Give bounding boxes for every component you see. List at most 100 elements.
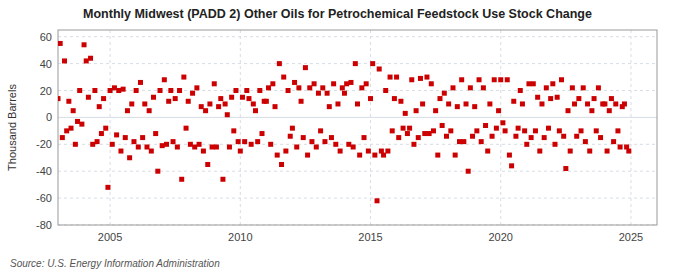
point	[84, 58, 89, 63]
point	[346, 142, 351, 147]
point	[331, 81, 336, 86]
point	[427, 131, 432, 136]
point	[592, 96, 597, 101]
point	[114, 132, 119, 137]
background	[0, 0, 675, 275]
point	[613, 101, 618, 106]
point	[611, 139, 616, 144]
point	[461, 139, 466, 144]
point	[344, 81, 349, 86]
point	[598, 135, 603, 140]
point	[487, 101, 492, 106]
point	[615, 128, 620, 133]
point	[60, 135, 65, 140]
point	[66, 99, 71, 104]
point	[325, 91, 330, 96]
point	[242, 139, 247, 144]
point	[492, 77, 497, 82]
point	[210, 145, 215, 150]
point	[585, 101, 590, 106]
point	[437, 96, 442, 101]
point	[396, 135, 401, 140]
point	[305, 153, 310, 158]
point	[561, 134, 566, 139]
x-grid-line	[500, 30, 501, 225]
point	[342, 91, 347, 96]
x-grid-line	[240, 30, 241, 225]
point	[88, 56, 93, 61]
point	[153, 131, 158, 136]
point	[507, 153, 512, 158]
point	[162, 77, 167, 82]
point	[223, 101, 228, 106]
point	[411, 142, 416, 147]
point	[283, 149, 288, 154]
point	[82, 42, 87, 47]
point	[292, 80, 297, 85]
y-grid-line	[58, 117, 657, 118]
point	[594, 128, 599, 133]
point	[149, 149, 154, 154]
point	[548, 96, 553, 101]
point	[552, 142, 557, 147]
point	[257, 88, 262, 93]
point	[118, 149, 123, 154]
y-tick-label: 60	[40, 31, 52, 43]
point	[255, 139, 260, 144]
y-tick-label: -20	[36, 138, 52, 150]
point	[533, 128, 538, 133]
point	[544, 85, 549, 90]
point	[626, 149, 631, 154]
point	[498, 77, 503, 82]
point	[329, 135, 334, 140]
point	[505, 77, 510, 82]
points	[58, 41, 631, 203]
point	[171, 139, 176, 144]
point	[173, 96, 178, 101]
point	[203, 108, 208, 113]
point	[385, 149, 390, 154]
point	[348, 80, 353, 85]
point	[355, 101, 360, 106]
point	[186, 99, 191, 104]
point	[474, 128, 479, 133]
point	[516, 126, 521, 131]
point	[388, 75, 393, 80]
point	[197, 142, 202, 147]
y-tick-label: 20	[40, 85, 52, 97]
point	[401, 126, 406, 131]
point	[279, 162, 284, 167]
point	[372, 153, 377, 158]
point	[479, 139, 484, 144]
point	[557, 128, 562, 133]
point	[227, 145, 232, 150]
point	[596, 85, 601, 90]
point	[559, 77, 564, 82]
point	[403, 111, 408, 116]
point	[370, 61, 375, 66]
point	[58, 41, 63, 46]
point	[394, 75, 399, 80]
point	[281, 75, 286, 80]
point	[364, 81, 369, 86]
point	[322, 139, 327, 144]
y-grid-line	[58, 36, 657, 37]
point	[181, 75, 186, 80]
point	[140, 135, 145, 140]
point	[464, 101, 469, 106]
point	[138, 80, 143, 85]
y-tick-label: 40	[40, 58, 52, 70]
point	[537, 149, 542, 154]
x-tick-label: 2010	[228, 231, 252, 243]
point	[246, 96, 251, 101]
title: Monthly Midwest (PADD 2) Other Oils for …	[83, 7, 592, 21]
point	[129, 101, 134, 106]
point	[470, 134, 475, 139]
point	[192, 145, 197, 150]
point	[147, 108, 152, 113]
point	[194, 85, 199, 90]
point	[362, 135, 367, 140]
point	[563, 166, 568, 171]
point	[158, 88, 163, 93]
point	[398, 99, 403, 104]
